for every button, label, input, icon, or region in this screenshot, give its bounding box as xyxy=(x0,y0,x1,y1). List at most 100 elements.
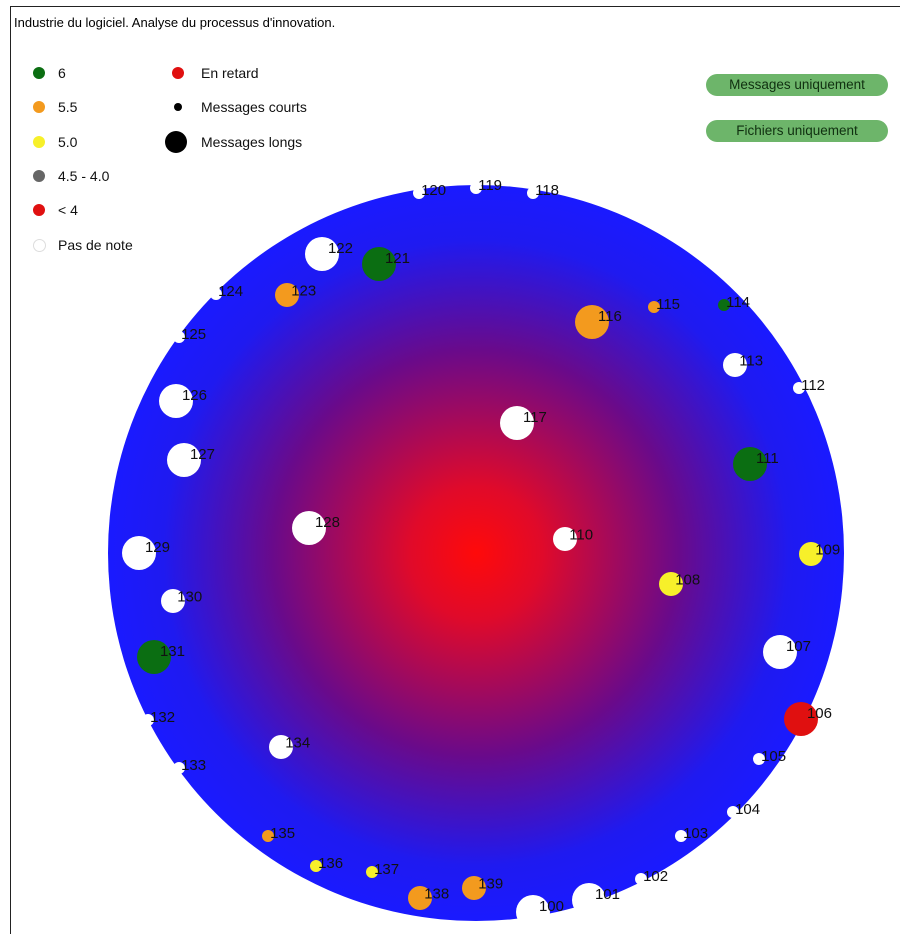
node-117[interactable] xyxy=(500,406,534,440)
node-134[interactable] xyxy=(269,735,293,759)
node-102[interactable] xyxy=(635,873,647,885)
node-114[interactable] xyxy=(718,299,730,311)
node-106[interactable] xyxy=(784,702,818,736)
node-109[interactable] xyxy=(799,542,823,566)
legend-dot-long xyxy=(165,131,187,153)
node-label-112: 112 xyxy=(801,377,825,394)
legend-dot-short xyxy=(174,103,182,111)
node-label-132: 132 xyxy=(150,709,175,726)
legend-label: 5.5 xyxy=(58,99,78,115)
node-104[interactable] xyxy=(727,806,739,818)
files-only-button[interactable]: Fichiers uniquement xyxy=(706,120,888,142)
node-130[interactable] xyxy=(161,589,185,613)
legend-label: Messages courts xyxy=(201,99,307,115)
chart-frame xyxy=(10,6,900,934)
node-label-106: 106 xyxy=(807,705,832,722)
legend-dot-grade-6 xyxy=(33,67,45,79)
node-label-100: 100 xyxy=(539,898,564,915)
node-110[interactable] xyxy=(553,527,577,551)
node-113[interactable] xyxy=(723,353,747,377)
node-label-138: 138 xyxy=(424,885,449,902)
node-label-109: 109 xyxy=(815,541,840,558)
node-139[interactable] xyxy=(462,876,486,900)
node-label-110: 110 xyxy=(569,526,593,543)
legend-dot-late xyxy=(172,67,184,79)
legend-dot-no-grade xyxy=(33,239,46,252)
node-122[interactable] xyxy=(305,237,339,271)
node-label-123: 123 xyxy=(291,282,316,299)
legend-dot-grade-5-5 xyxy=(33,101,45,113)
node-label-124: 124 xyxy=(218,283,243,300)
node-108[interactable] xyxy=(659,572,683,596)
node-126[interactable] xyxy=(159,384,193,418)
legend-label: Messages longs xyxy=(201,134,303,150)
legend-dot-grade-below-4 xyxy=(33,204,45,216)
node-129[interactable] xyxy=(122,536,156,570)
node-120[interactable] xyxy=(413,187,425,199)
legend-label: En retard xyxy=(201,65,259,81)
node-124[interactable] xyxy=(210,288,222,300)
node-label-104: 104 xyxy=(735,801,760,818)
node-label-111: 111 xyxy=(756,450,779,467)
node-101[interactable] xyxy=(572,883,606,917)
node-125[interactable] xyxy=(173,331,185,343)
node-121[interactable] xyxy=(362,247,396,281)
node-label-128: 128 xyxy=(315,514,340,531)
node-label-134: 134 xyxy=(285,734,310,751)
node-label-133: 133 xyxy=(181,757,206,774)
page-title: Industrie du logiciel. Analyse du proces… xyxy=(14,15,336,30)
legend-dot-grade-4-5 xyxy=(33,170,45,182)
legend-label: 6 xyxy=(58,65,66,81)
node-100[interactable] xyxy=(516,895,550,929)
node-119[interactable] xyxy=(470,182,482,194)
node-label-103: 103 xyxy=(683,825,708,842)
node-label-113: 113 xyxy=(739,352,763,369)
node-label-107: 107 xyxy=(786,638,811,655)
node-label-116: 116 xyxy=(598,308,622,325)
node-label-101: 101 xyxy=(595,886,620,903)
node-label-119: 119 xyxy=(478,177,502,194)
node-107[interactable] xyxy=(763,635,797,669)
node-105[interactable] xyxy=(753,753,765,765)
legend-label: 5.0 xyxy=(58,134,78,150)
node-label-118: 118 xyxy=(535,182,559,199)
node-133[interactable] xyxy=(173,762,185,774)
node-label-114: 114 xyxy=(726,294,750,311)
node-label-129: 129 xyxy=(145,539,170,556)
node-115[interactable] xyxy=(648,301,660,313)
node-103[interactable] xyxy=(675,830,687,842)
node-label-115: 115 xyxy=(656,296,680,313)
node-label-131: 131 xyxy=(160,643,185,660)
node-label-127: 127 xyxy=(190,446,215,463)
node-label-135: 135 xyxy=(270,825,295,842)
node-label-105: 105 xyxy=(761,748,786,765)
messages-only-button[interactable]: Messages uniquement xyxy=(706,74,888,96)
node-label-137: 137 xyxy=(374,861,399,878)
node-112[interactable] xyxy=(793,382,805,394)
legend-label: Pas de note xyxy=(58,237,133,253)
node-123[interactable] xyxy=(275,283,299,307)
node-111[interactable] xyxy=(733,447,767,481)
node-label-125: 125 xyxy=(181,326,206,343)
node-label-136: 136 xyxy=(318,855,343,872)
node-label-102: 102 xyxy=(643,868,668,885)
node-label-120: 120 xyxy=(421,182,446,199)
node-label-108: 108 xyxy=(675,571,700,588)
node-137[interactable] xyxy=(366,866,378,878)
node-138[interactable] xyxy=(408,886,432,910)
node-label-117: 117 xyxy=(523,409,547,426)
node-118[interactable] xyxy=(527,187,539,199)
node-131[interactable] xyxy=(137,640,171,674)
node-132[interactable] xyxy=(142,714,154,726)
node-label-139: 139 xyxy=(478,875,503,892)
node-label-130: 130 xyxy=(177,588,202,605)
node-label-121: 121 xyxy=(385,250,410,267)
node-128[interactable] xyxy=(292,511,326,545)
node-116[interactable] xyxy=(575,305,609,339)
node-127[interactable] xyxy=(167,443,201,477)
node-layer: 100 101 102 103 104 105 106 107 108 109 110 111 112 1… xyxy=(122,177,840,929)
node-135[interactable] xyxy=(262,830,274,842)
node-label-126: 126 xyxy=(182,387,207,404)
node-136[interactable] xyxy=(310,860,322,872)
